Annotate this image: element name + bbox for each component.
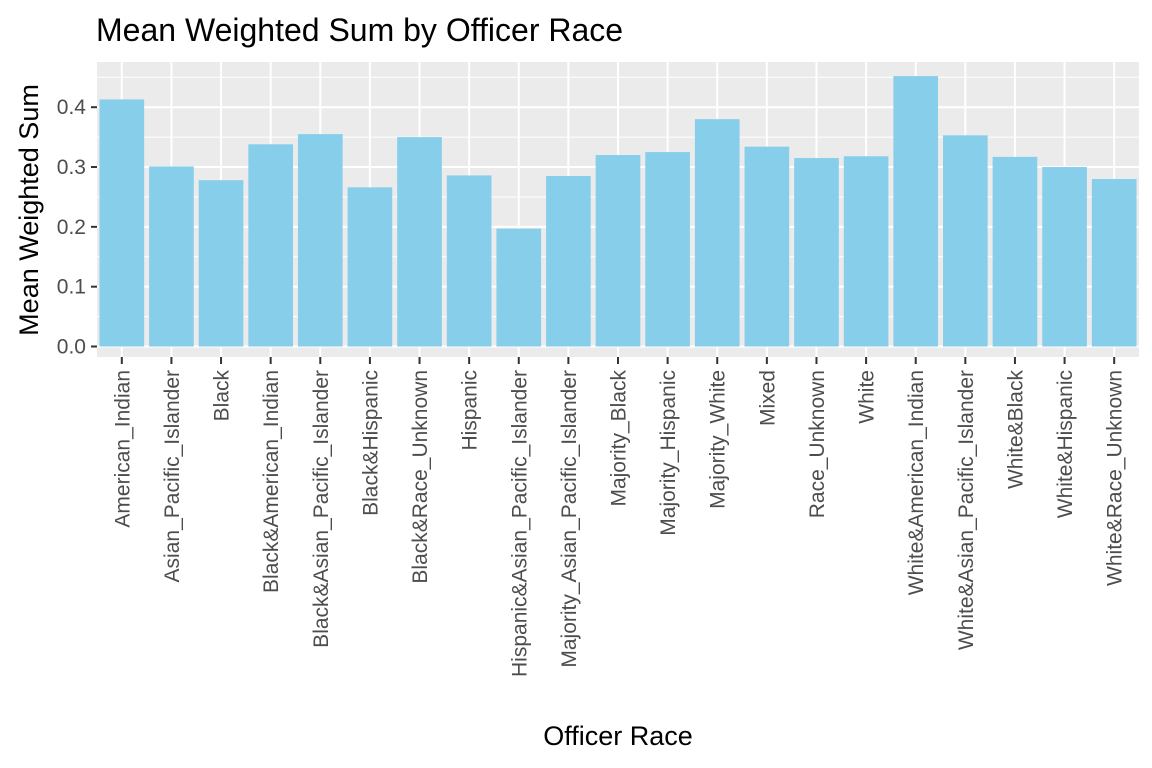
- bar: [1091, 178, 1137, 347]
- x-tick-label: American_Indian: [111, 370, 134, 528]
- bar: [496, 228, 542, 347]
- y-tick-label: 0.0: [57, 336, 86, 359]
- x-tick-label: Black&Race_Unknown: [409, 370, 432, 584]
- y-tick-label: 0.1: [57, 276, 86, 299]
- x-tick-label: Black&American_Indian: [260, 370, 283, 593]
- bar: [1042, 167, 1087, 347]
- bar: [446, 175, 492, 347]
- x-tick-label: Majority_Asian_Pacific_Islander: [558, 370, 581, 668]
- bar: [397, 137, 442, 347]
- y-axis: 0.0 0.1 0.2 0.3 0.4: [57, 96, 97, 359]
- bar: [595, 155, 641, 347]
- chart-title: Mean Weighted Sum by Officer Race: [96, 12, 623, 48]
- x-tick-label: Race_Unknown: [806, 370, 829, 518]
- bar: [149, 166, 194, 347]
- bar: [99, 99, 145, 347]
- bar: [943, 135, 988, 347]
- bar: [248, 144, 293, 347]
- x-tick-label: Hispanic&Asian_Pacific_Islander: [508, 370, 531, 677]
- y-tick-label: 0.4: [57, 96, 87, 119]
- x-tick-label: White&Asian_Pacific_Islander: [955, 370, 978, 650]
- bar: [893, 76, 939, 347]
- x-tick-label: Majority_Hispanic: [657, 370, 680, 536]
- x-tick-label: Black: [211, 370, 234, 422]
- x-axis-title: Officer Race: [543, 721, 693, 751]
- bar: [546, 175, 591, 347]
- x-axis: American_Indian Asian_Pacific_Islander Bla…: [111, 357, 1127, 677]
- bar: [694, 119, 740, 347]
- x-tick-label: Mixed: [756, 370, 779, 426]
- bar: [347, 187, 393, 347]
- bar: [297, 134, 343, 347]
- x-tick-label: Asian_Pacific_Islander: [161, 370, 184, 582]
- x-tick-label: White&Hispanic: [1054, 370, 1077, 518]
- x-tick-label: White&Race_Unknown: [1104, 370, 1127, 586]
- bar: [992, 156, 1038, 347]
- bar: [794, 158, 839, 347]
- x-tick-label: White&American_Indian: [905, 370, 928, 595]
- y-tick-label: 0.3: [57, 156, 86, 179]
- bar: [645, 152, 690, 347]
- x-tick-label: Hispanic: [459, 370, 482, 451]
- x-tick-label: Majority_White: [707, 370, 730, 509]
- x-tick-label: Majority_Black: [608, 370, 631, 507]
- x-tick-label: White&Black: [1004, 370, 1027, 490]
- x-tick-label: Black&Hispanic: [359, 370, 382, 516]
- x-tick-label: White: [856, 370, 879, 424]
- bars: [99, 76, 1137, 347]
- bar: [744, 146, 790, 347]
- x-tick-label: Black&Asian_Pacific_Islander: [310, 370, 333, 648]
- bar: [198, 180, 244, 347]
- bar: [843, 156, 889, 347]
- y-tick-label: 0.2: [57, 216, 86, 239]
- y-axis-title: Mean Weighted Sum: [14, 84, 44, 336]
